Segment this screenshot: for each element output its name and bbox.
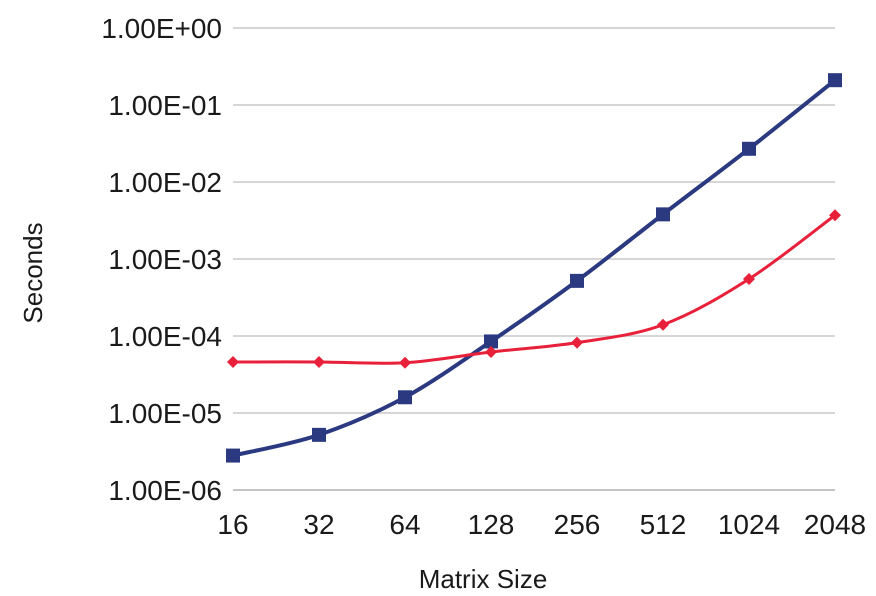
x-tick-label: 128 — [468, 509, 515, 540]
x-axis-title: Matrix Size — [419, 564, 548, 594]
series-2 — [227, 209, 841, 369]
y-axis-title: Seconds — [18, 222, 48, 323]
y-tick-label: 1.00E-02 — [108, 167, 222, 198]
x-tick-labels: 16 32 64 128 256 512 1024 2048 — [217, 509, 866, 540]
data-point — [828, 73, 842, 88]
data-point — [226, 448, 240, 463]
y-tick-label: 1.00E-04 — [108, 321, 222, 352]
data-point — [398, 390, 412, 405]
data-point — [829, 209, 841, 222]
data-point — [571, 336, 583, 349]
data-point — [313, 355, 325, 368]
data-point — [227, 355, 239, 368]
data-point — [399, 356, 411, 369]
y-tick-label: 1.00E-03 — [108, 244, 222, 275]
y-tick-label: 1.00E-05 — [108, 398, 222, 429]
grid-lines — [233, 27, 835, 491]
y-tick-labels: 1.00E-06 1.00E-05 1.00E-04 1.00E-03 1.00E-02… — [101, 13, 222, 506]
series-group — [226, 73, 842, 463]
x-tick-label: 1024 — [718, 509, 780, 540]
series-line — [232, 78, 837, 458]
y-tick-label: 1.00E-01 — [108, 90, 222, 121]
series-1 — [226, 73, 842, 463]
data-point — [656, 207, 670, 222]
y-tick-label: 1.00E+00 — [101, 13, 222, 44]
x-tick-label: 2048 — [804, 509, 866, 540]
x-tick-label: 16 — [217, 509, 248, 540]
x-tick-label: 512 — [640, 509, 687, 540]
data-point — [742, 141, 756, 156]
x-tick-label: 64 — [389, 509, 420, 540]
series-line — [232, 214, 836, 365]
x-tick-label: 32 — [303, 509, 334, 540]
data-point — [570, 273, 584, 288]
data-point — [743, 272, 755, 285]
data-point — [657, 318, 669, 331]
data-point — [312, 427, 326, 442]
data-point — [484, 334, 498, 349]
y-tick-label: 1.00E-06 — [108, 475, 222, 506]
x-tick-label: 256 — [554, 509, 601, 540]
data-point — [485, 345, 497, 358]
